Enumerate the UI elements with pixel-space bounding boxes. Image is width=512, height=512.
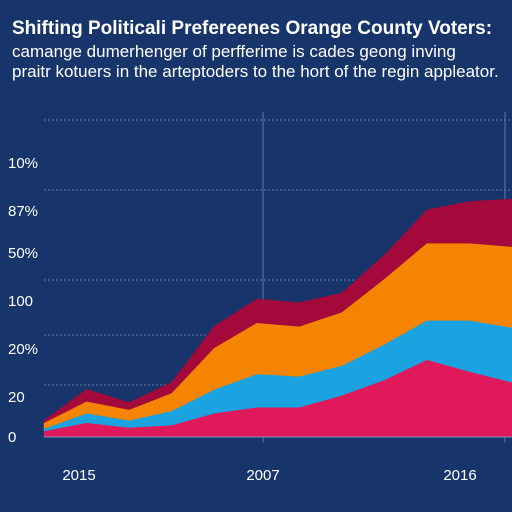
y-tick-label-5: 20	[8, 389, 25, 406]
area-series-3	[43, 198, 512, 424]
y-tick-labels: 10% 87% 50% 100 20% 20 0	[8, 155, 38, 446]
y-tick-label-1: 87%	[8, 203, 38, 220]
area-series-group	[43, 198, 512, 438]
x-tick-label-1: 2007	[246, 467, 279, 484]
y-tick-label-0: 10%	[8, 155, 38, 172]
y-tick-label-6: 0	[8, 429, 16, 446]
y-tick-label-4: 20%	[8, 341, 38, 358]
x-tick-labels: 2015 2007 2016	[62, 467, 476, 484]
y-tick-label-3: 100	[8, 293, 33, 310]
x-tick-label-0: 2015	[62, 467, 95, 484]
chart-subtitle-line-2: praitr kotuers in the arteptoders to the…	[12, 62, 499, 81]
chart-title: Shifting Politicali Prefereenes Orange C…	[12, 18, 493, 39]
chart-subtitle-line-1: camange dumerhenger of perfferime is cad…	[12, 42, 456, 61]
x-tick-label-2: 2016	[443, 467, 476, 484]
y-tick-label-2: 50%	[8, 245, 38, 262]
